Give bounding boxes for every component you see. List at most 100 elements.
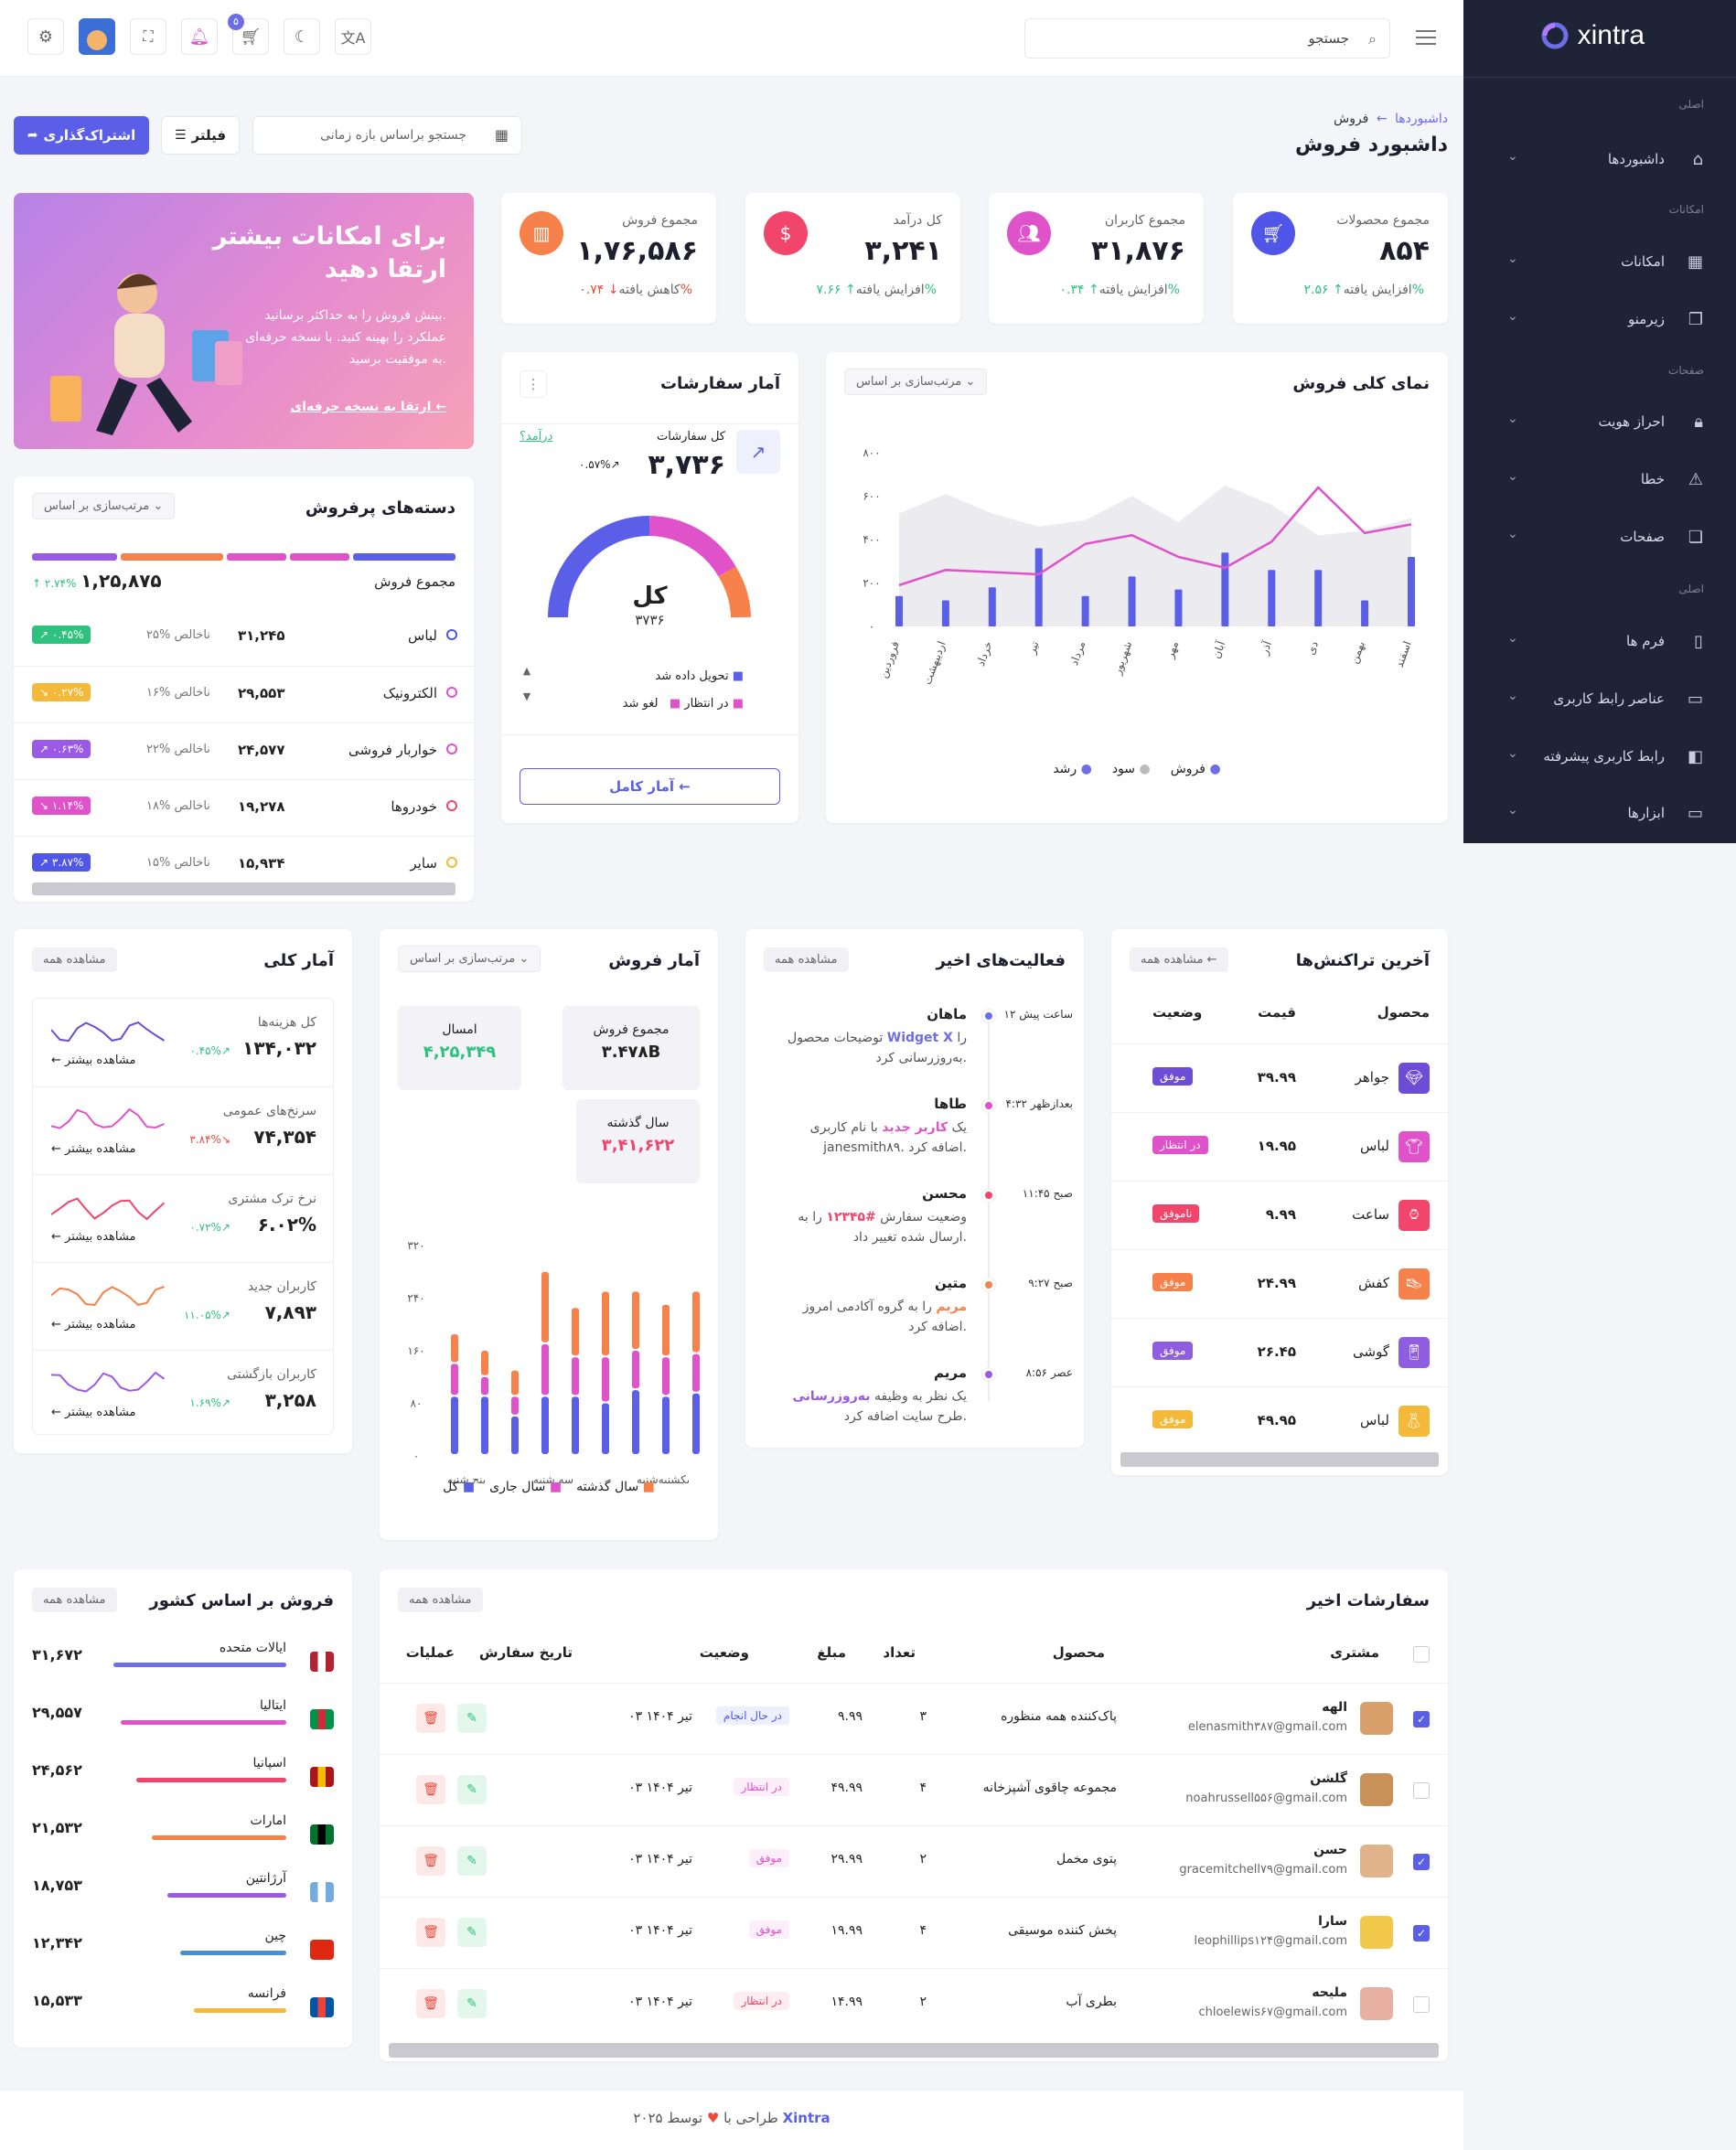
filter-button[interactable]: ☰ فیلتر xyxy=(161,116,240,155)
overall-stats-view-all[interactable]: مشاهده همه xyxy=(32,947,117,972)
x-tick-label: آبان xyxy=(1209,638,1228,660)
sidebar-section-label: صفحات xyxy=(1668,364,1704,377)
more-options-icon[interactable]: ⋮ xyxy=(520,370,547,398)
orders-revenue-link[interactable]: درآمد؟ xyxy=(520,430,553,444)
delete-icon[interactable]: 🗑︎ xyxy=(416,1846,445,1876)
row-checkbox[interactable]: ✓ xyxy=(1413,1854,1430,1870)
sidebar-item-i10[interactable]: ▭ ابزارها ⌄ xyxy=(1463,794,1736,834)
row-checkbox[interactable] xyxy=(1413,1782,1430,1799)
sidebar-item-i3[interactable]: ❐ زیرمنو ⌄ xyxy=(1463,300,1736,340)
view-more-link[interactable]: ← مشاهده بیشتر xyxy=(51,1230,136,1244)
sidebar-item-i7[interactable]: ▯ فرم ها ⌄ xyxy=(1463,622,1736,662)
sidebar-item-i9[interactable]: ◧ رابط کاربری پیشرفته ⌄ xyxy=(1463,737,1736,777)
notification-icon[interactable]: 🔔︎ xyxy=(181,18,218,55)
edit-icon[interactable]: ✎ xyxy=(457,1775,487,1804)
country-sales-view-all[interactable]: مشاهده همه xyxy=(32,1588,117,1612)
sales-overview-sort[interactable]: مرتب‌سازی بر اساس ⌄ xyxy=(844,369,988,395)
transaction-price: ۲۴.۹۹ xyxy=(1257,1275,1296,1291)
category-row: لباس ۳۱,۲۴۵ ۲۵% ناخالص ↗ ۰.۴۵% xyxy=(14,609,474,666)
sidebar-item-i8[interactable]: ▭ عناصر رابط کاربری ⌄ xyxy=(1463,679,1736,720)
advanced-ui-icon: ◧ xyxy=(1687,747,1703,766)
promo-upgrade-link[interactable]: ارتقا به نسخه حرفه‌ای ← xyxy=(290,400,446,414)
search-input[interactable]: جستجو xyxy=(1308,30,1349,47)
edit-icon[interactable]: ✎ xyxy=(457,1846,487,1876)
avatar xyxy=(1360,1773,1393,1806)
transactions-scrollbar[interactable] xyxy=(1120,1452,1439,1467)
footer-brand-link[interactable]: Xintra xyxy=(782,2110,830,2126)
phone-icon: 📱︎ xyxy=(1398,1337,1430,1368)
ui-elements-icon: ▭ xyxy=(1687,690,1703,709)
sales-bar xyxy=(1221,552,1229,626)
sales-stack-segment xyxy=(572,1357,579,1396)
transactions-view-all[interactable]: مشاهده همه ← xyxy=(1130,947,1228,972)
category-pct: ۲۲% ناخالص xyxy=(146,743,210,756)
theme-toggle-icon[interactable]: ☾ xyxy=(284,18,320,55)
sidebar-item-i4[interactable]: 🔒︎ احراز هویت ⌄ xyxy=(1463,402,1736,443)
recent-orders-title: سفارشات اخیر xyxy=(1306,1591,1430,1610)
sidebar-item-i5[interactable]: ⚠ خطا ⌄ xyxy=(1463,460,1736,500)
full-stats-button[interactable]: آمار کامل ← xyxy=(520,768,780,805)
stat-value: ۱,۷۶,۵۸۶ xyxy=(576,235,698,267)
row-checkbox[interactable]: ✓ xyxy=(1413,1925,1430,1941)
sidebar-item-i1[interactable]: ⌂ داشبوردها ⌄ xyxy=(1463,140,1736,180)
search-box[interactable]: ⌕ جستجو xyxy=(1024,18,1390,59)
sidebar-item-i6[interactable]: ❏ صفحات ⌄ xyxy=(1463,518,1736,558)
category-name: خودروها xyxy=(391,798,437,815)
view-more-link[interactable]: ← مشاهده بیشتر xyxy=(51,1318,136,1332)
share-button[interactable]: ➦ اشتراک‌گذاری xyxy=(14,116,149,155)
date-range-input[interactable]: ▦ جستجو براساس بازه زمانی xyxy=(252,116,522,155)
country-value: ۱۲,۳۴۲ xyxy=(32,1934,82,1952)
activity-user: طاها xyxy=(934,1096,967,1112)
chevron-down-icon: ⌄ xyxy=(1507,803,1518,818)
chevron-down-icon: ⌄ xyxy=(1507,149,1518,164)
table-header: تاریخ سفارش xyxy=(478,1644,573,1661)
avatar xyxy=(1360,1987,1393,2020)
promo-person-illustration xyxy=(50,273,242,435)
order-amount: ۹.۹۹ xyxy=(837,1709,863,1724)
country-name: چین xyxy=(264,1929,286,1943)
orders-scroll[interactable]: ▲ ▼ xyxy=(522,665,531,702)
sales-bar xyxy=(988,587,996,626)
stat-value: ۸۵۴ xyxy=(1379,235,1430,267)
delete-icon[interactable]: 🗑︎ xyxy=(416,1989,445,2018)
cart-badge: ۵ xyxy=(228,14,244,30)
top-categories-sort[interactable]: مرتب‌سازی بر اساس ⌄ xyxy=(32,493,176,519)
settings-icon[interactable]: ⚙ xyxy=(27,18,64,55)
row-checkbox[interactable]: ✓ xyxy=(1413,1711,1430,1727)
country-name: امارات xyxy=(250,1813,286,1828)
recent-activity-view-all[interactable]: مشاهده همه xyxy=(764,947,849,972)
transaction-product: ساعت xyxy=(1352,1206,1389,1223)
delete-icon[interactable]: 🗑︎ xyxy=(416,1704,445,1733)
activity-time: ۱۲ ساعت پیش xyxy=(1003,1008,1073,1021)
edit-icon[interactable]: ✎ xyxy=(457,1704,487,1733)
sidebar-item-i2[interactable]: ▦ امکانات ⌄ xyxy=(1463,242,1736,283)
fullscreen-icon[interactable]: ⛶ xyxy=(130,18,166,55)
overall-stat-value: ۱۳۴,۰۳۲ xyxy=(242,1037,316,1059)
breadcrumb: داشبوردها ← فروش xyxy=(1334,112,1448,126)
sales-stats-sort[interactable]: مرتب‌سازی بر اساس ⌄ xyxy=(398,946,541,972)
order-date: ۰۳ تیر ۱۴۰۴ xyxy=(628,1709,692,1724)
overall-stat-value: ۷,۸۹۳ xyxy=(264,1301,316,1323)
delete-icon[interactable]: 🗑︎ xyxy=(416,1775,445,1804)
menu-toggle-icon[interactable] xyxy=(1416,27,1436,46)
select-all-checkbox[interactable] xyxy=(1413,1646,1430,1663)
recent-orders-scrollbar[interactable] xyxy=(389,2043,1439,2058)
view-more-link[interactable]: ← مشاهده بیشتر xyxy=(51,1054,136,1067)
activity-user: ماهان xyxy=(927,1006,967,1022)
delete-icon[interactable]: 🗑︎ xyxy=(416,1918,445,1947)
row-checkbox[interactable] xyxy=(1413,1996,1430,2013)
edit-icon[interactable]: ✎ xyxy=(457,1918,487,1947)
language-icon[interactable]: 文A xyxy=(335,18,371,55)
sidebar-item-label: عناصر رابط کاربری xyxy=(1553,690,1665,707)
breadcrumb-dashboards[interactable]: داشبوردها xyxy=(1395,112,1448,126)
categories-scrollbar[interactable] xyxy=(32,882,455,895)
edit-icon[interactable]: ✎ xyxy=(457,1989,487,2018)
brand[interactable]: xintra xyxy=(1539,20,1645,51)
view-more-link[interactable]: ← مشاهده بیشتر xyxy=(51,1142,136,1156)
recent-orders-view-all[interactable]: مشاهده همه xyxy=(398,1588,483,1612)
avatar[interactable] xyxy=(79,18,115,55)
cart-icon[interactable]: 🛒︎ ۵ xyxy=(228,14,269,55)
transaction-price: ۲۶.۴۵ xyxy=(1257,1343,1296,1360)
view-more-link[interactable]: ← مشاهده بیشتر xyxy=(51,1406,136,1419)
overall-stat-value: ۷۴,۳۵۴ xyxy=(253,1126,316,1148)
